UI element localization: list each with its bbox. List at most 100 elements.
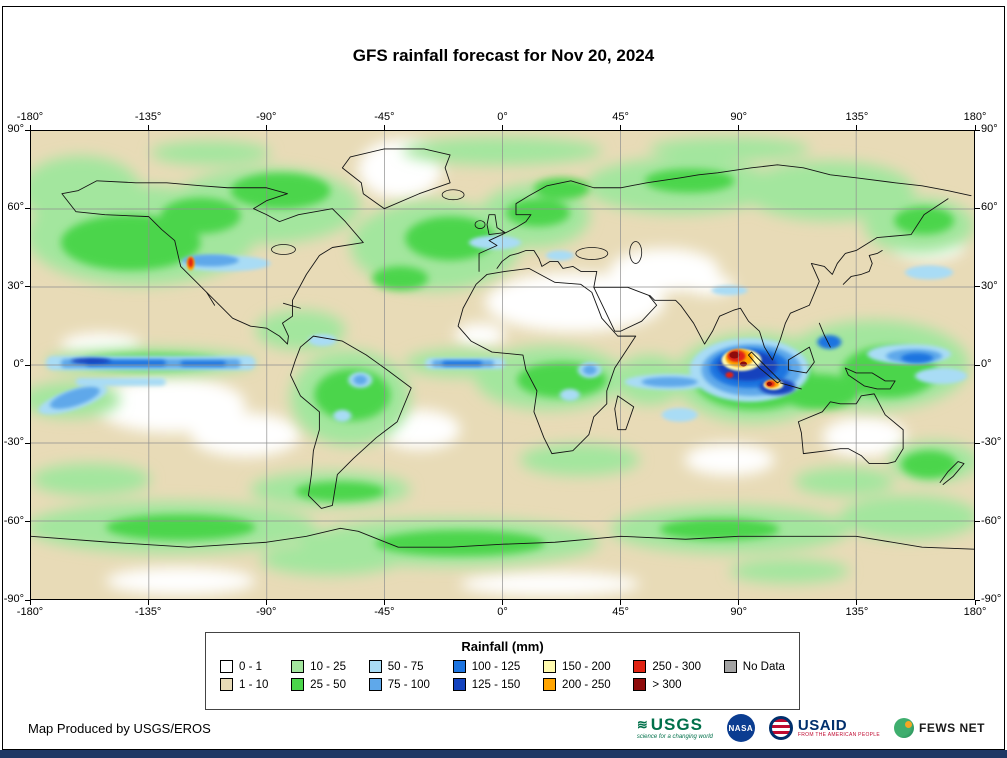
legend-entry: 75 - 100 — [368, 678, 430, 691]
legend-label: 125 - 150 — [471, 678, 521, 691]
lon-tick-label: 135° — [845, 111, 869, 123]
legend-box: Rainfall (mm) 0 - 1 1 - 10 10 - 25 25 - 50 5… — [205, 632, 800, 710]
legend-column: 100 - 125 125 - 150 — [452, 660, 521, 691]
lon-tick-label: 0° — [497, 111, 508, 123]
lon-tick-label: 0° — [497, 606, 508, 618]
usgs-logo-text: USGS — [650, 715, 703, 734]
tick-mark — [29, 125, 31, 130]
legend-label: 0 - 1 — [239, 660, 263, 673]
lat-tick-label: 60° — [981, 201, 998, 214]
legend-entry: 25 - 50 — [291, 678, 346, 691]
tick-mark — [502, 125, 503, 130]
page-title: GFS rainfall forecast for Nov 20, 2024 — [352, 46, 655, 65]
tick-mark — [25, 364, 30, 366]
tick-mark — [975, 286, 980, 288]
logo-row: ≋ USGS science for a changing world NASA… — [637, 714, 985, 742]
legend-label: 25 - 50 — [310, 678, 346, 691]
legend-grid: 0 - 1 1 - 10 10 - 25 25 - 50 50 - 75 75 - 100… — [206, 654, 799, 691]
legend-label: 75 - 100 — [387, 678, 430, 691]
world-map-canvas — [31, 131, 974, 599]
legend-swatch — [291, 660, 305, 673]
lat-tick-label: 0° — [981, 358, 992, 370]
lat-tick-label: -60° — [981, 514, 1002, 527]
legend-entry: > 300 — [633, 678, 701, 691]
tick-mark — [25, 599, 30, 601]
lat-tick-label: 0° — [13, 358, 24, 370]
legend-label: 150 - 200 — [562, 660, 611, 673]
legend-column: 150 - 200 200 - 250 — [543, 660, 611, 691]
tick-mark — [147, 125, 149, 130]
legend-swatch — [452, 678, 466, 691]
tick-mark — [620, 125, 622, 130]
lon-tick-label: -135° — [134, 606, 162, 618]
legend-swatch — [723, 660, 737, 673]
legend-label: No Data — [742, 660, 785, 673]
fewsnet-globe-icon — [894, 718, 914, 738]
tick-mark — [383, 125, 385, 130]
legend-entry: 250 - 300 — [633, 660, 701, 673]
lon-tick-label: 180° — [963, 606, 987, 618]
legend-swatch — [368, 678, 382, 691]
legend-column: 0 - 1 1 - 10 — [220, 660, 268, 691]
legend-label: > 300 — [652, 678, 682, 691]
lon-tick-label: 135° — [845, 606, 869, 618]
tick-mark — [265, 600, 267, 605]
legend-entry: 10 - 25 — [291, 660, 346, 673]
lon-tick-label: -90° — [256, 606, 277, 618]
legend-entry: 125 - 150 — [452, 678, 521, 691]
fewsnet-logo: FEWS NET — [894, 718, 985, 738]
legend-column: 10 - 25 25 - 50 — [291, 660, 346, 691]
lon-tick-label: -90° — [256, 111, 277, 123]
legend-label: 250 - 300 — [652, 660, 702, 673]
lat-tick-label: -30° — [3, 436, 24, 449]
tick-mark — [974, 600, 976, 605]
legend-swatch — [633, 678, 647, 691]
tick-mark — [265, 125, 267, 130]
tick-mark — [975, 521, 980, 523]
lat-tick-label: 60° — [7, 201, 24, 214]
lon-tick-label: -45° — [374, 606, 395, 618]
legend-swatch — [543, 678, 557, 691]
legend-entry: 0 - 1 — [220, 660, 268, 673]
legend-label: 100 - 125 — [471, 660, 521, 673]
lon-tick-label: 90° — [730, 606, 748, 618]
tick-mark — [29, 600, 31, 605]
tick-mark — [974, 125, 976, 130]
tick-mark — [25, 521, 30, 523]
lon-tick-label: 45° — [612, 606, 629, 618]
tick-mark — [147, 600, 149, 605]
legend-swatch — [220, 660, 233, 673]
lat-tick-label: -90° — [3, 593, 24, 605]
usgs-logo: ≋ USGS science for a changing world — [637, 716, 713, 740]
legend-title: Rainfall (mm) — [461, 639, 544, 654]
usaid-emblem-icon — [768, 716, 793, 740]
fewsnet-logo-text: FEWS NET — [919, 721, 985, 735]
usaid-logo-text: USAID — [797, 717, 848, 734]
tick-mark — [383, 600, 385, 605]
tick-mark — [975, 364, 980, 366]
legend-entry: 50 - 75 — [368, 660, 430, 673]
tick-mark — [975, 442, 980, 444]
legend-swatch — [452, 660, 466, 673]
legend-entry: 1 - 10 — [220, 678, 268, 691]
lon-tick-label: -180° — [16, 606, 44, 618]
legend-swatch — [220, 678, 233, 691]
lon-tick-label: 45° — [612, 111, 629, 123]
tick-mark — [620, 600, 622, 605]
usgs-wave-icon: ≋ — [636, 717, 649, 732]
lon-tick-label: -45° — [374, 111, 395, 123]
tick-mark — [975, 599, 980, 601]
tick-mark — [856, 125, 858, 130]
lat-tick-label: -60° — [3, 514, 24, 527]
legend-swatch — [543, 660, 557, 673]
lon-tick-label: 180° — [963, 111, 987, 123]
legend-entry: 150 - 200 — [543, 660, 611, 673]
coastlines — [31, 148, 974, 550]
usaid-tagline: FROM THE AMERICAN PEOPLE — [797, 732, 880, 738]
legend-label: 50 - 75 — [387, 660, 424, 673]
legend-column: No Data — [723, 660, 785, 691]
tick-mark — [738, 125, 740, 130]
usaid-logo: USAID FROM THE AMERICAN PEOPLE — [768, 716, 880, 740]
usgs-tagline: science for a changing world — [636, 734, 713, 740]
